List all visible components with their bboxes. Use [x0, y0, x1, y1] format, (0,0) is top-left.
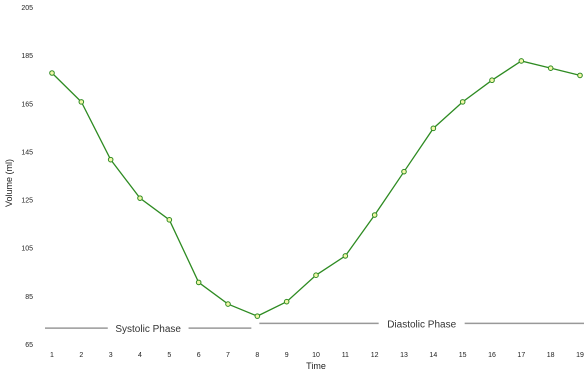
data-point: [107, 156, 114, 163]
y-tick-label: 85: [25, 294, 33, 301]
x-tick-label: 6: [197, 352, 201, 359]
data-point: [489, 77, 495, 84]
volume-series: [49, 58, 583, 319]
data-point: [518, 58, 525, 64]
data-point: [371, 212, 378, 218]
x-tick-label: 9: [285, 352, 289, 359]
x-axis-label: Time: [306, 361, 326, 371]
data-point: [78, 99, 85, 105]
phase-annotations: Systolic Phase Diastolic Phase: [45, 319, 584, 335]
y-tick-label: 205: [21, 5, 33, 12]
y-tick-label: 165: [21, 101, 33, 108]
data-point: [401, 168, 407, 175]
data-point: [577, 72, 583, 79]
y-tick-label: 65: [25, 342, 33, 349]
x-tick-label: 17: [517, 352, 525, 359]
data-point: [342, 253, 349, 259]
x-tick-label: 8: [255, 352, 259, 359]
x-axis-ticks: 1 2 3 4 5 6 7 8 9 10 11 12 13 14 15 16 17 18 19: [50, 352, 584, 359]
data-point: [254, 313, 261, 319]
data-point: [137, 195, 143, 201]
y-axis-ticks: 65 85 105 125 145 165 185 205: [21, 5, 33, 349]
y-tick-label: 185: [21, 53, 33, 60]
x-tick-label: 15: [459, 352, 467, 359]
x-tick-label: 5: [167, 352, 171, 359]
data-point: [225, 301, 231, 307]
data-point: [430, 125, 437, 132]
x-tick-label: 10: [312, 352, 320, 359]
x-tick-label: 18: [547, 352, 555, 359]
data-point: [195, 279, 202, 286]
x-tick-label: 14: [429, 352, 437, 359]
x-tick-label: 1: [50, 352, 54, 359]
data-point: [283, 298, 290, 305]
x-tick-label: 4: [138, 352, 142, 359]
x-tick-label: 16: [488, 352, 496, 359]
x-tick-label: 12: [371, 352, 379, 359]
y-axis-label: Volume (ml): [4, 159, 14, 207]
y-tick-label: 105: [21, 246, 33, 253]
data-point: [313, 272, 319, 278]
x-tick-label: 3: [109, 352, 113, 359]
phase-label: Diastolic Phase: [387, 319, 456, 330]
x-tick-label: 13: [400, 352, 408, 359]
x-tick-label: 19: [576, 352, 584, 359]
x-tick-label: 7: [226, 352, 230, 359]
y-tick-label: 145: [21, 149, 33, 156]
y-tick-label: 125: [21, 198, 33, 205]
x-tick-label: 11: [342, 352, 349, 359]
data-point: [459, 99, 466, 105]
data-point: [49, 70, 55, 76]
data-point: [166, 217, 173, 223]
phase-label: Systolic Phase: [115, 324, 181, 335]
data-point: [547, 65, 554, 71]
x-tick-label: 2: [79, 352, 83, 359]
